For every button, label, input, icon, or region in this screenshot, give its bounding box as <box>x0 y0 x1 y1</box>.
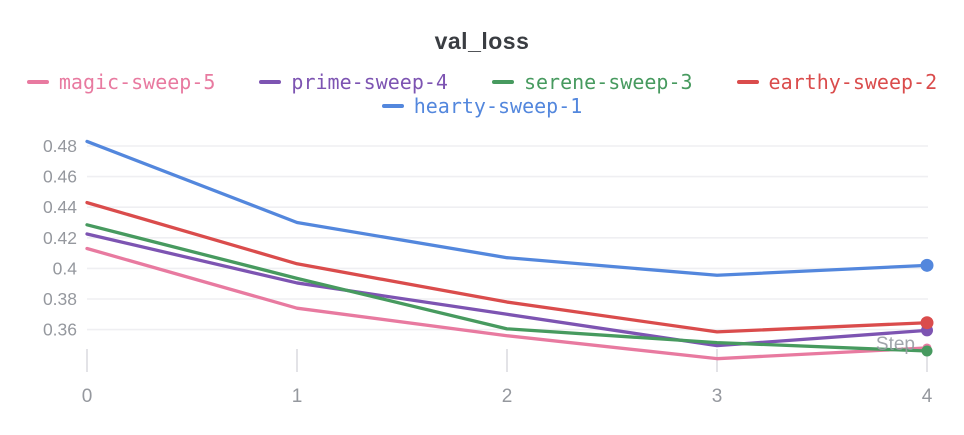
y-tick-label: 0.44 <box>43 197 77 217</box>
legend-label: serene-sweep-3 <box>523 70 693 94</box>
end-dot-earthy-sweep-2 <box>920 316 934 330</box>
end-dot-hearty-sweep-1 <box>920 258 934 272</box>
legend-label: hearty-sweep-1 <box>413 94 583 118</box>
x-tick-label: 3 <box>712 386 723 407</box>
chart-title: val_loss <box>434 28 530 54</box>
y-tick-label: 0.46 <box>43 167 77 187</box>
y-tick-label: 0.36 <box>43 320 77 340</box>
legend-item-earthy-sweep-2[interactable]: earthy-sweep-2 <box>736 70 938 94</box>
series-line-prime-sweep-4 <box>85 232 929 348</box>
y-tick-label: 0.38 <box>43 289 77 309</box>
legend-label: earthy-sweep-2 <box>768 70 938 94</box>
x-tick-label: 2 <box>502 386 513 407</box>
y-tick-label: 0.4 <box>53 258 78 278</box>
end-dot-serene-sweep-3 <box>921 345 933 357</box>
legend-item-magic-sweep-5[interactable]: magic-sweep-5 <box>26 70 216 94</box>
legend-item-prime-sweep-4[interactable]: prime-sweep-4 <box>259 70 448 94</box>
x-tick-label: 1 <box>292 386 303 407</box>
series-line-magic-sweep-5 <box>85 246 929 361</box>
legend-row-2: hearty-sweep-1 <box>0 94 964 118</box>
legend-swatch-icon <box>26 80 49 84</box>
series-line-hearty-sweep-1 <box>85 139 929 277</box>
legend-swatch-icon <box>736 80 759 84</box>
x-axis-title: Step <box>876 334 915 355</box>
legend-label: magic-sweep-5 <box>58 70 216 94</box>
series-line-earthy-sweep-2 <box>85 200 929 334</box>
legend-swatch-icon <box>491 80 514 84</box>
legend-item-hearty-sweep-1[interactable]: hearty-sweep-1 <box>381 94 583 118</box>
legend-swatch-icon <box>381 104 404 108</box>
legend-item-serene-sweep-3[interactable]: serene-sweep-3 <box>491 70 693 94</box>
y-tick-label: 0.48 <box>43 136 77 156</box>
legend-row-1: magic-sweep-5 prime-sweep-4 serene-sweep-3… <box>0 70 964 94</box>
legend-label: prime-sweep-4 <box>291 70 448 94</box>
legend-swatch-icon <box>259 80 282 84</box>
series-line-serene-sweep-3 <box>85 223 929 353</box>
x-tick-label: 4 <box>922 386 933 407</box>
x-tick-label: 0 <box>82 386 93 407</box>
y-tick-label: 0.42 <box>43 228 77 248</box>
